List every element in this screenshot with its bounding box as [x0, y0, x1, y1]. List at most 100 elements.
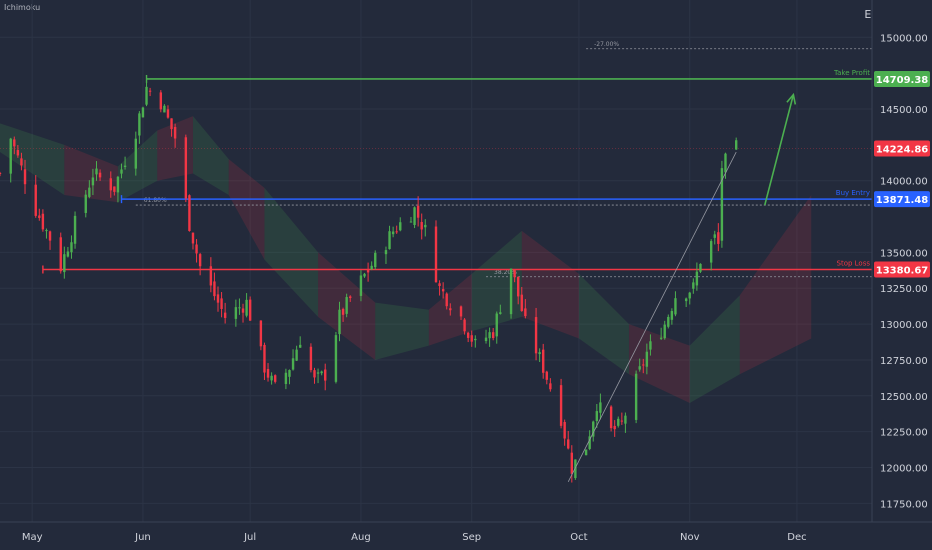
x-tick-label: Dec — [787, 532, 806, 543]
candle-body — [474, 338, 477, 341]
candle-body — [234, 307, 238, 319]
candle-body — [34, 184, 37, 216]
candle-body — [209, 266, 213, 286]
candle-body — [441, 289, 445, 292]
candle-body — [688, 292, 691, 299]
candle-body — [91, 177, 95, 186]
candle-body — [338, 309, 341, 335]
candle-body — [642, 364, 645, 366]
candle-body — [466, 332, 470, 338]
y-tick-label: 13000.00 — [880, 320, 928, 331]
candle-body — [341, 308, 345, 315]
candle-body — [595, 411, 599, 422]
level-label: Stop Loss — [837, 260, 871, 268]
price-badge-label: 13871.48 — [876, 195, 929, 206]
level-label: Buy Entry — [836, 189, 870, 197]
candle-body — [599, 402, 602, 413]
candle-body — [38, 215, 41, 218]
candlesticks — [0, 78, 738, 483]
candle-body — [195, 244, 198, 254]
candle-body — [634, 373, 638, 420]
candle-body — [148, 90, 152, 92]
candle-body — [438, 283, 441, 287]
candle-body — [484, 337, 488, 342]
candle-body — [624, 415, 627, 424]
price-badge-label: 14224.86 — [876, 144, 929, 155]
candle-body — [695, 271, 699, 286]
candle-body — [263, 344, 266, 373]
cloud-segment — [471, 230, 522, 332]
y-tick-label: 15000.00 — [880, 33, 928, 44]
x-tick-label: Jun — [134, 532, 151, 543]
candle-body — [684, 298, 688, 302]
candle-body — [116, 176, 120, 193]
candle-body — [491, 332, 495, 339]
candle-body — [259, 320, 263, 347]
candle-body — [495, 313, 498, 337]
candle-body — [709, 241, 713, 263]
candle-body — [48, 231, 52, 241]
candle-body — [388, 231, 391, 250]
trade-levels: Take Profit Buy Entry Stop Loss — [0, 69, 872, 274]
candle-body — [213, 281, 216, 297]
drawing-tools — [567, 92, 797, 483]
trend-line — [567, 151, 737, 483]
candle-body — [345, 297, 348, 314]
candle-body — [334, 335, 338, 382]
y-tick-label: 12750.00 — [880, 356, 928, 367]
cloud-segment — [64, 144, 118, 203]
candle-body — [717, 232, 720, 244]
candle-body — [391, 231, 395, 235]
candle-body — [138, 113, 141, 136]
candle-body — [320, 371, 323, 374]
candle-body — [120, 169, 123, 174]
candle-body — [399, 222, 402, 231]
candle-body — [588, 436, 591, 449]
candle-body — [109, 178, 112, 191]
candle-body — [713, 234, 716, 238]
y-tick-label: 14500.00 — [880, 105, 928, 116]
price-badge — [874, 140, 930, 157]
y-tick-label: 12250.00 — [880, 428, 928, 439]
candle-body — [359, 275, 363, 296]
projection-arrow-head — [786, 92, 797, 105]
candle-body — [567, 439, 570, 449]
price-badge — [874, 191, 930, 208]
candle-body — [724, 153, 727, 173]
candle-body — [720, 168, 724, 241]
x-tick-label: Aug — [351, 532, 371, 543]
candle-body — [617, 418, 620, 426]
candle-body — [170, 118, 173, 130]
cloud-segment — [375, 302, 429, 360]
candle-body — [370, 265, 373, 270]
candle-body — [113, 186, 116, 192]
candle-body — [63, 254, 66, 273]
candle-body — [692, 282, 695, 289]
cloud-segment — [228, 159, 265, 260]
fib-label: -27.00% — [594, 41, 619, 48]
fib-label: 61.80% — [144, 197, 167, 204]
candle-body — [0, 172, 2, 174]
candle-body — [516, 276, 520, 297]
price-badge — [874, 261, 930, 278]
candle-body — [295, 349, 298, 361]
y-tick-label: 13500.00 — [880, 248, 928, 259]
candle-body — [449, 308, 452, 311]
candle-body — [734, 140, 738, 150]
cloud-segment — [521, 230, 579, 339]
candle-body — [374, 252, 377, 268]
candle-body — [163, 105, 166, 113]
y-tick-label: 12000.00 — [880, 464, 928, 475]
candle-body — [674, 298, 677, 315]
x-tick-label: Jul — [243, 532, 256, 543]
candle-body — [241, 308, 245, 313]
candle-body — [245, 299, 248, 316]
candle-body — [559, 385, 563, 426]
candle-body — [363, 273, 366, 277]
candle-body — [445, 293, 448, 307]
candle-body — [73, 215, 77, 244]
cloud-segment — [0, 123, 65, 196]
cloud-segment — [264, 187, 319, 317]
